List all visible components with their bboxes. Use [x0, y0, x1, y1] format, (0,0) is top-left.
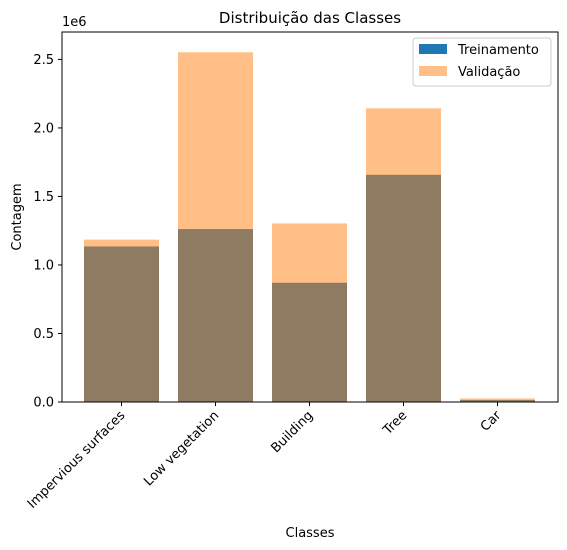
legend-swatch-validacao — [419, 66, 447, 76]
y-axis-offset-label: 1e6 — [62, 15, 87, 30]
y-tick-label: 1.5 — [33, 190, 54, 205]
x-tick-label: Building — [268, 408, 316, 456]
legend-box — [412, 37, 552, 87]
y-tick-label: 2.0 — [33, 121, 54, 136]
bar-validacao-tree — [366, 108, 441, 403]
bar-validacao-low-vegetation — [178, 52, 253, 402]
bar-validacao-building — [272, 223, 347, 402]
bars-group — [84, 52, 535, 403]
y-tick-label: 1.0 — [33, 258, 54, 273]
legend-label-validacao: Validação — [458, 65, 520, 80]
y-tick-label: 0.5 — [33, 327, 54, 342]
x-tick-label: Low vegetation — [141, 408, 222, 489]
x-tick-label: Tree — [380, 408, 410, 438]
x-axis-label: Classes — [286, 526, 335, 541]
y-tick-label: 2.5 — [33, 53, 54, 68]
chart-title: Distribuição das Classes — [219, 9, 401, 27]
y-axis-label: Contagem — [10, 183, 25, 250]
bar-validacao-impervious-surfaces — [84, 239, 159, 402]
x-axis-ticks: Impervious surfaces Low vegetation Buildin… — [25, 402, 505, 512]
x-tick-label: Impervious surfaces — [25, 408, 129, 512]
x-tick-label: Car — [478, 408, 505, 435]
y-axis-ticks: 0.0 0.5 1.0 1.5 2.0 2.5 — [33, 53, 62, 411]
legend-label-treinamento: Treinamento — [457, 43, 539, 58]
y-tick-label: 0.0 — [33, 396, 54, 411]
legend: Treinamento Validação — [412, 37, 552, 87]
legend-swatch-treinamento — [419, 44, 447, 54]
bar-validacao-car — [460, 398, 535, 402]
